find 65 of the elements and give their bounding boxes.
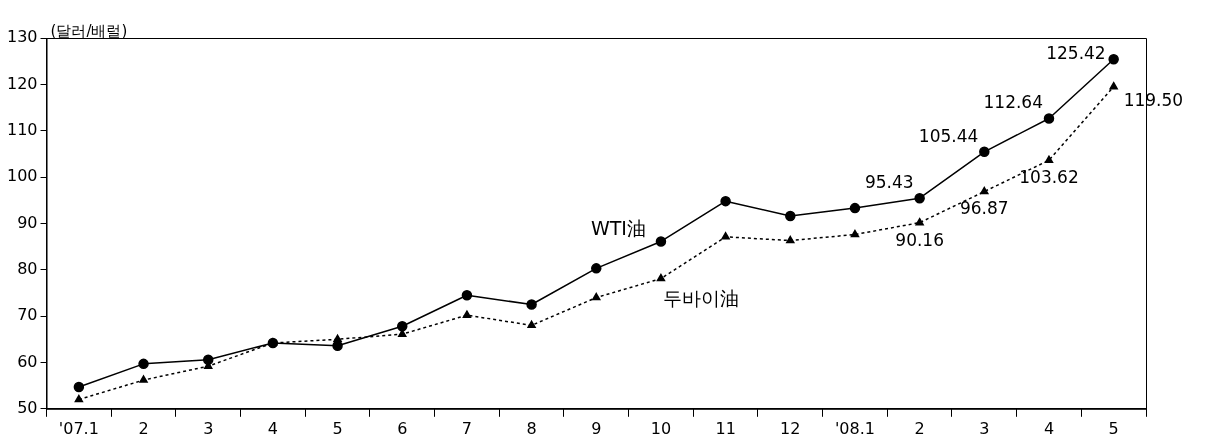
x-tick-label: 8 [526, 418, 537, 438]
x-tick-label: '07.1 [58, 418, 99, 438]
point [1043, 113, 1055, 124]
point [591, 263, 602, 274]
y-tick-label: 70 [17, 305, 38, 325]
x-tick-label: 3 [203, 418, 214, 438]
x-tick-label: 9 [591, 418, 602, 438]
y-tick-label: 110 [6, 119, 38, 139]
series-label: 두바이油 [663, 286, 740, 309]
x-tick-label: 12 [780, 418, 801, 438]
x-tick-label: 3 [979, 418, 990, 438]
x-tick-label: 4 [267, 418, 278, 438]
point [139, 375, 148, 383]
point [397, 321, 408, 332]
point [720, 195, 731, 207]
point [721, 232, 730, 240]
x-tick-label: 10 [650, 418, 672, 438]
y-tick-label: 50 [17, 397, 38, 417]
point [655, 236, 667, 247]
x-tick-label: 2 [914, 418, 925, 438]
data-label: 112.64 [983, 92, 1043, 113]
y-tick-label: 120 [6, 73, 38, 93]
x-tick-label: 7 [461, 418, 473, 438]
point [527, 320, 536, 329]
data-label: 125.42 [1046, 43, 1106, 64]
point [980, 186, 989, 195]
x-tick-label: '08.1 [834, 418, 875, 438]
point [592, 292, 601, 301]
x-tick-label: 5 [332, 418, 343, 438]
point [1044, 155, 1054, 164]
point [461, 289, 473, 301]
y-tick-label: 130 [6, 27, 38, 47]
x-tick-label: 2 [138, 418, 149, 438]
x-tick-label: 4 [1043, 418, 1055, 438]
point [74, 394, 84, 403]
x-tick-label: 6 [397, 418, 408, 438]
y-tick-label: 90 [17, 212, 38, 232]
data-label: 90.16 [895, 229, 944, 250]
x-tick-label: 11 [715, 418, 736, 438]
point [914, 192, 925, 204]
y-tick-label: 100 [6, 166, 38, 186]
point [73, 381, 85, 393]
point [202, 354, 214, 365]
point [785, 210, 796, 222]
point [526, 299, 537, 310]
point [915, 217, 924, 226]
data-label: 103.62 [1019, 167, 1079, 188]
x-tick-label: 5 [1108, 418, 1119, 438]
point [850, 229, 860, 238]
point [138, 358, 149, 370]
data-label: 96.87 [959, 198, 1009, 219]
point [462, 310, 472, 318]
y-tick-label: 60 [17, 351, 38, 371]
point [786, 235, 795, 244]
point [1108, 53, 1119, 65]
point [333, 334, 342, 343]
data-label: 105.44 [918, 125, 979, 146]
point [1109, 81, 1118, 90]
series-label: WTI油 [590, 216, 646, 239]
y-axis-title: (달러/배럴) [50, 22, 128, 41]
point [656, 273, 666, 282]
point [979, 146, 990, 158]
data-label: 95.43 [864, 172, 914, 193]
y-tick-label: 80 [17, 258, 38, 278]
point [849, 202, 861, 214]
